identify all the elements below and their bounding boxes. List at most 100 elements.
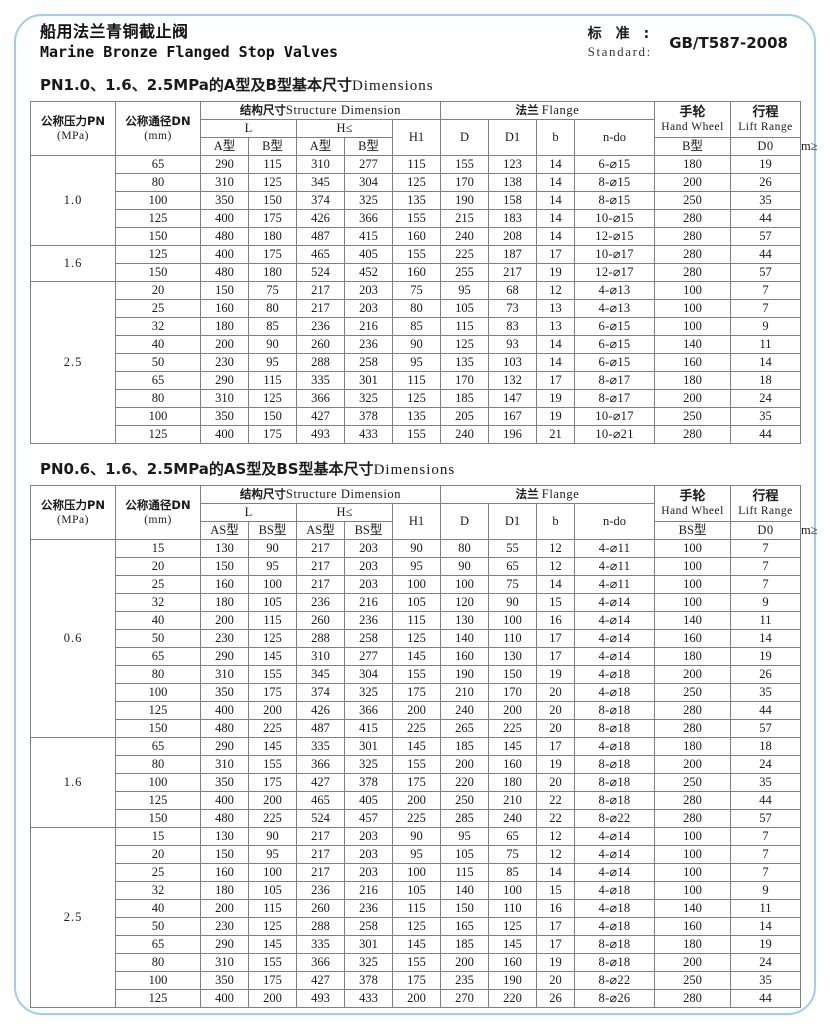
- cell-H-a: 426: [296, 209, 345, 228]
- cell-H1-b: 105: [391, 881, 442, 900]
- cell-ndo: 4-⌀14: [574, 863, 656, 882]
- cell-H-b: 216: [344, 593, 393, 612]
- cell-D0: 200: [654, 173, 732, 192]
- cell-dn: 80: [115, 389, 201, 408]
- cell-lift: 44: [730, 701, 802, 720]
- cell-L-a: 130: [200, 539, 249, 558]
- cell-dn: 125: [115, 989, 201, 1008]
- cell-ndo: 10-⌀17: [574, 407, 656, 426]
- cell-dn: 100: [115, 191, 201, 210]
- cell-H1-b: 145: [391, 737, 442, 756]
- cell-D1: 220: [488, 989, 538, 1008]
- cell-dn: 125: [115, 425, 201, 444]
- cell-H-a: 366: [296, 755, 345, 774]
- cell-lift: 35: [730, 773, 802, 792]
- cell-L-a: 290: [200, 935, 249, 954]
- cell-dn: 80: [115, 755, 201, 774]
- th2-L-typeAS: AS型: [200, 521, 249, 540]
- table-row: 50 230 125 288 258 125 140 110 17 4-⌀14 160 14: [31, 629, 802, 648]
- cell-H1-b: 100: [391, 863, 442, 882]
- cell-b: 17: [536, 917, 576, 936]
- th2-D: D: [440, 503, 490, 540]
- th-D1: D1: [488, 119, 538, 156]
- cell-H1-b: 155: [391, 665, 442, 684]
- cell-H-b: 325: [344, 953, 393, 972]
- cell-lift: 19: [730, 935, 802, 954]
- table-row: 20 150 95 217 203 95 105 75 12 4-⌀14 100 7: [31, 845, 802, 864]
- cell-ndo: 8-⌀22: [574, 809, 656, 828]
- table-row: 2.5 15 130 90 217 203 90 95 65 12 4-⌀14 100 7: [30, 827, 802, 1008]
- cell-H1-b: 95: [391, 845, 442, 864]
- cell-L-b: 175: [248, 773, 297, 792]
- cell-H-b: 203: [344, 845, 393, 864]
- cell-D0: 100: [654, 317, 732, 336]
- cell-H-b: 405: [344, 791, 393, 810]
- cell-H-a: 427: [296, 773, 345, 792]
- th2-lift: 行程 Lift Range: [730, 485, 802, 522]
- cell-ndo: 8-⌀18: [574, 953, 656, 972]
- cell-L-a: 400: [200, 209, 249, 228]
- cell-b: 19: [536, 755, 576, 774]
- th-lift: 行程 Lift Range: [730, 101, 802, 138]
- th2-handwheel: 手轮 Hand Wheel: [654, 485, 732, 522]
- cell-D1: 170: [488, 683, 538, 702]
- cell-D: 130: [440, 611, 490, 630]
- cell-L-b: 200: [248, 989, 297, 1008]
- cell-L-a: 230: [200, 917, 249, 936]
- cell-H1-b: 115: [391, 899, 442, 918]
- cell-H-b: 366: [344, 209, 393, 228]
- cell-b: 12: [536, 539, 576, 558]
- cell-b: 17: [536, 629, 576, 648]
- cell-L-a: 160: [200, 575, 249, 594]
- cell-L-b: 80: [248, 299, 297, 318]
- cell-lift: 44: [730, 425, 802, 444]
- cell-H-b: 452: [344, 263, 393, 282]
- cell-dn: 32: [115, 881, 201, 900]
- cell-H1-b: 200: [391, 791, 442, 810]
- cell-b: 19: [536, 263, 576, 282]
- cell-H-b: 415: [344, 719, 393, 738]
- cell-L-b: 95: [248, 353, 297, 372]
- cell-b: 22: [536, 809, 576, 828]
- th-pn-cn: 公称压力PN: [40, 113, 106, 128]
- cell-H-a: 427: [296, 407, 345, 426]
- cell-D: 250: [440, 791, 490, 810]
- th-flange-en: Flange: [541, 103, 580, 117]
- cell-ndo: 8-⌀18: [574, 791, 656, 810]
- th-structure-en: Structure Dimension: [285, 103, 402, 117]
- cell-ndo: 12-⌀17: [574, 263, 656, 282]
- cell-H-a: 426: [296, 701, 345, 720]
- cell-H1-b: 175: [391, 971, 442, 990]
- cell-pn: 2.5: [30, 827, 116, 1008]
- table-row: 80 310 125 345 304 125 170 138 14 8-⌀15 200 26: [31, 173, 802, 192]
- cell-L-b: 90: [248, 335, 297, 354]
- cell-L-a: 180: [200, 593, 249, 612]
- section2-title-text: PN0.6、1.6、2.5MPa的AS型及BS型基本尺寸: [40, 460, 374, 478]
- cell-H1-b: 90: [391, 335, 442, 354]
- cell-lift: 44: [730, 245, 802, 264]
- cell-dn: 125: [115, 701, 201, 720]
- th2-dn-cn: 公称通径DN: [125, 497, 191, 512]
- cell-D1: 180: [488, 773, 538, 792]
- cell-L-b: 95: [248, 557, 297, 576]
- table-row: 80 310 125 366 325 125 185 147 19 8-⌀17 200 24: [31, 389, 802, 408]
- cell-D1: 93: [488, 335, 538, 354]
- cell-dn: 150: [115, 227, 201, 246]
- cell-D1: 110: [488, 629, 538, 648]
- cell-H-a: 217: [296, 863, 345, 882]
- cell-L-b: 145: [248, 935, 297, 954]
- cell-lift: 57: [730, 227, 802, 246]
- cell-lift: 14: [730, 629, 802, 648]
- cell-L-b: 200: [248, 791, 297, 810]
- cell-D1: 90: [488, 593, 538, 612]
- cell-H-b: 258: [344, 917, 393, 936]
- cell-H-b: 236: [344, 899, 393, 918]
- cell-D1: 160: [488, 755, 538, 774]
- cell-lift: 7: [730, 299, 802, 318]
- section2-title: PN0.6、1.6、2.5MPa的AS型及BS型基本尺寸Dimensions: [0, 458, 830, 479]
- cell-D0: 100: [654, 863, 732, 882]
- table-row: 1.6 125 400 175 465 405 155 225 187 17 10-⌀17 280 44: [30, 245, 802, 282]
- cell-dn: 40: [115, 611, 201, 630]
- cell-H-a: 288: [296, 353, 345, 372]
- cell-L-a: 400: [200, 791, 249, 810]
